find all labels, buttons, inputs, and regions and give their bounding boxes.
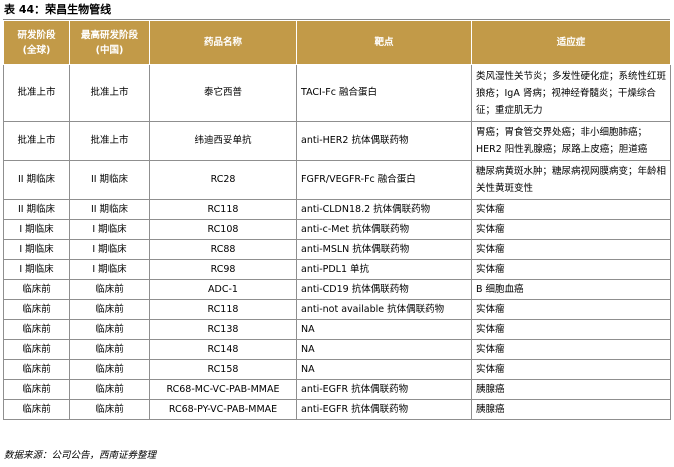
cell-drug: RC118 bbox=[149, 299, 297, 320]
header-target: 靶点 bbox=[296, 20, 472, 65]
table-row: I 期临床 I 期临床 RC88 anti-MSLN 抗体偶联药物 实体瘤 bbox=[3, 239, 671, 260]
cell-stage-china: 批准上市 bbox=[69, 64, 150, 122]
cell-target: TACI-Fc 融合蛋白 bbox=[296, 64, 472, 122]
cell-indication: 类风湿性关节炎；多发性硬化症；系统性红斑狼疮；IgA 肾病；视神经脊髓炎；干燥综… bbox=[471, 64, 671, 122]
table-row: 临床前 临床前 RC148 NA 实体瘤 bbox=[3, 339, 671, 360]
header-stage-global-line1: 研发阶段 bbox=[17, 29, 56, 41]
cell-indication: 实体瘤 bbox=[471, 199, 671, 220]
cell-stage-china: I 期临床 bbox=[69, 259, 150, 280]
pipeline-table: 研发阶段 (全球) 最高研发阶段 (中国) 药品名称 靶点 适应症 批准上市 批… bbox=[3, 20, 671, 420]
cell-stage-china: 临床前 bbox=[69, 379, 150, 400]
cell-indication: B 细胞血癌 bbox=[471, 279, 671, 300]
header-stage-china: 最高研发阶段 (中国) bbox=[69, 20, 150, 65]
header-drug: 药品名称 bbox=[149, 20, 297, 65]
cell-stage-global: 临床前 bbox=[3, 299, 70, 320]
cell-target: anti-MSLN 抗体偶联药物 bbox=[296, 239, 472, 260]
cell-indication: 实体瘤 bbox=[471, 219, 671, 240]
cell-stage-global: I 期临床 bbox=[3, 259, 70, 280]
cell-stage-global: 临床前 bbox=[3, 359, 70, 380]
cell-target: anti-EGFR 抗体偶联药物 bbox=[296, 379, 472, 400]
cell-stage-china: II 期临床 bbox=[69, 199, 150, 220]
cell-stage-china: 临床前 bbox=[69, 279, 150, 300]
cell-stage-global: II 期临床 bbox=[3, 199, 70, 220]
table-header-row: 研发阶段 (全球) 最高研发阶段 (中国) 药品名称 靶点 适应症 bbox=[3, 20, 671, 65]
cell-drug: RC118 bbox=[149, 199, 297, 220]
table-row: I 期临床 I 期临床 RC108 anti-c-Met 抗体偶联药物 实体瘤 bbox=[3, 219, 671, 240]
cell-target: anti-HER2 抗体偶联药物 bbox=[296, 121, 472, 161]
cell-stage-global: 临床前 bbox=[3, 319, 70, 340]
table-row: II 期临床 II 期临床 RC118 anti-CLDN18.2 抗体偶联药物… bbox=[3, 199, 671, 220]
cell-drug: RC138 bbox=[149, 319, 297, 340]
cell-stage-global: 临床前 bbox=[3, 339, 70, 360]
cell-drug: 纬迪西妥单抗 bbox=[149, 121, 297, 161]
cell-stage-global: 临床前 bbox=[3, 279, 70, 300]
cell-target: anti-not available 抗体偶联药物 bbox=[296, 299, 472, 320]
cell-indication: 胰腺癌 bbox=[471, 399, 671, 420]
cell-target: NA bbox=[296, 339, 472, 360]
cell-stage-global: I 期临床 bbox=[3, 239, 70, 260]
cell-target: NA bbox=[296, 319, 472, 340]
cell-target: anti-CD19 抗体偶联药物 bbox=[296, 279, 472, 300]
cell-indication: 实体瘤 bbox=[471, 299, 671, 320]
cell-stage-global: 批准上市 bbox=[3, 121, 70, 161]
cell-drug: RC98 bbox=[149, 259, 297, 280]
table-row: I 期临床 I 期临床 RC98 anti-PDL1 单抗 实体瘤 bbox=[3, 259, 671, 280]
cell-stage-global: I 期临床 bbox=[3, 219, 70, 240]
cell-stage-china: 临床前 bbox=[69, 339, 150, 360]
table-title: 表 44：荣昌生物管线 bbox=[4, 3, 112, 16]
table-row: 临床前 临床前 RC68-PY-VC-PAB-MMAE anti-EGFR 抗体… bbox=[3, 399, 671, 420]
header-stage-global: 研发阶段 (全球) bbox=[3, 20, 70, 65]
cell-indication: 实体瘤 bbox=[471, 339, 671, 360]
cell-stage-china: II 期临床 bbox=[69, 160, 150, 200]
table-row: 批准上市 批准上市 泰它西普 TACI-Fc 融合蛋白 类风湿性关节炎；多发性硬… bbox=[3, 64, 671, 122]
cell-stage-china: 临床前 bbox=[69, 359, 150, 380]
cell-drug: RC28 bbox=[149, 160, 297, 200]
table-row: 临床前 临床前 RC68-MC-VC-PAB-MMAE anti-EGFR 抗体… bbox=[3, 379, 671, 400]
cell-drug: RC68-PY-VC-PAB-MMAE bbox=[149, 399, 297, 420]
cell-indication: 实体瘤 bbox=[471, 239, 671, 260]
table-row: II 期临床 II 期临床 RC28 FGFR/VEGFR-Fc 融合蛋白 糖尿… bbox=[3, 160, 671, 200]
cell-indication: 糖尿病黄斑水肿；糖尿病视网膜病变；年龄相关性黄斑变性 bbox=[471, 160, 671, 200]
cell-stage-global: 临床前 bbox=[3, 379, 70, 400]
cell-target: anti-EGFR 抗体偶联药物 bbox=[296, 399, 472, 420]
cell-drug: RC68-MC-VC-PAB-MMAE bbox=[149, 379, 297, 400]
table-row: 临床前 临床前 RC138 NA 实体瘤 bbox=[3, 319, 671, 340]
header-stage-china-line1: 最高研发阶段 bbox=[80, 29, 138, 41]
cell-drug: ADC-1 bbox=[149, 279, 297, 300]
cell-stage-global: 批准上市 bbox=[3, 64, 70, 122]
cell-indication: 实体瘤 bbox=[471, 259, 671, 280]
header-stage-china-line2: (中国) bbox=[95, 44, 124, 56]
header-stage-global-line2: (全球) bbox=[22, 44, 51, 56]
table-row: 批准上市 批准上市 纬迪西妥单抗 anti-HER2 抗体偶联药物 胃癌；胃食管… bbox=[3, 121, 671, 161]
cell-indication: 实体瘤 bbox=[471, 319, 671, 340]
cell-target: anti-c-Met 抗体偶联药物 bbox=[296, 219, 472, 240]
cell-drug: 泰它西普 bbox=[149, 64, 297, 122]
cell-indication: 胃癌；胃食管交界处癌；非小细胞肺癌；HER2 阳性乳腺癌；尿路上皮癌；胆道癌 bbox=[471, 121, 671, 161]
table-row: 临床前 临床前 RC158 NA 实体瘤 bbox=[3, 359, 671, 380]
cell-drug: RC88 bbox=[149, 239, 297, 260]
cell-target: anti-PDL1 单抗 bbox=[296, 259, 472, 280]
cell-stage-china: 临床前 bbox=[69, 299, 150, 320]
table-row: 临床前 临床前 ADC-1 anti-CD19 抗体偶联药物 B 细胞血癌 bbox=[3, 279, 671, 300]
cell-target: FGFR/VEGFR-Fc 融合蛋白 bbox=[296, 160, 472, 200]
cell-stage-china: 临床前 bbox=[69, 399, 150, 420]
header-indication: 适应症 bbox=[471, 20, 671, 65]
cell-target: anti-CLDN18.2 抗体偶联药物 bbox=[296, 199, 472, 220]
cell-indication: 胰腺癌 bbox=[471, 379, 671, 400]
cell-drug: RC108 bbox=[149, 219, 297, 240]
cell-stage-china: 批准上市 bbox=[69, 121, 150, 161]
cell-drug: RC158 bbox=[149, 359, 297, 380]
cell-indication: 实体瘤 bbox=[471, 359, 671, 380]
cell-stage-china: 临床前 bbox=[69, 319, 150, 340]
cell-target: NA bbox=[296, 359, 472, 380]
cell-stage-china: I 期临床 bbox=[69, 239, 150, 260]
cell-stage-global: II 期临床 bbox=[3, 160, 70, 200]
source-note: 数据来源：公司公告，西南证券整理 bbox=[4, 450, 157, 461]
title-rule bbox=[3, 19, 670, 20]
cell-stage-global: 临床前 bbox=[3, 399, 70, 420]
cell-drug: RC148 bbox=[149, 339, 297, 360]
cell-stage-china: I 期临床 bbox=[69, 219, 150, 240]
table-row: 临床前 临床前 RC118 anti-not available 抗体偶联药物 … bbox=[3, 299, 671, 320]
